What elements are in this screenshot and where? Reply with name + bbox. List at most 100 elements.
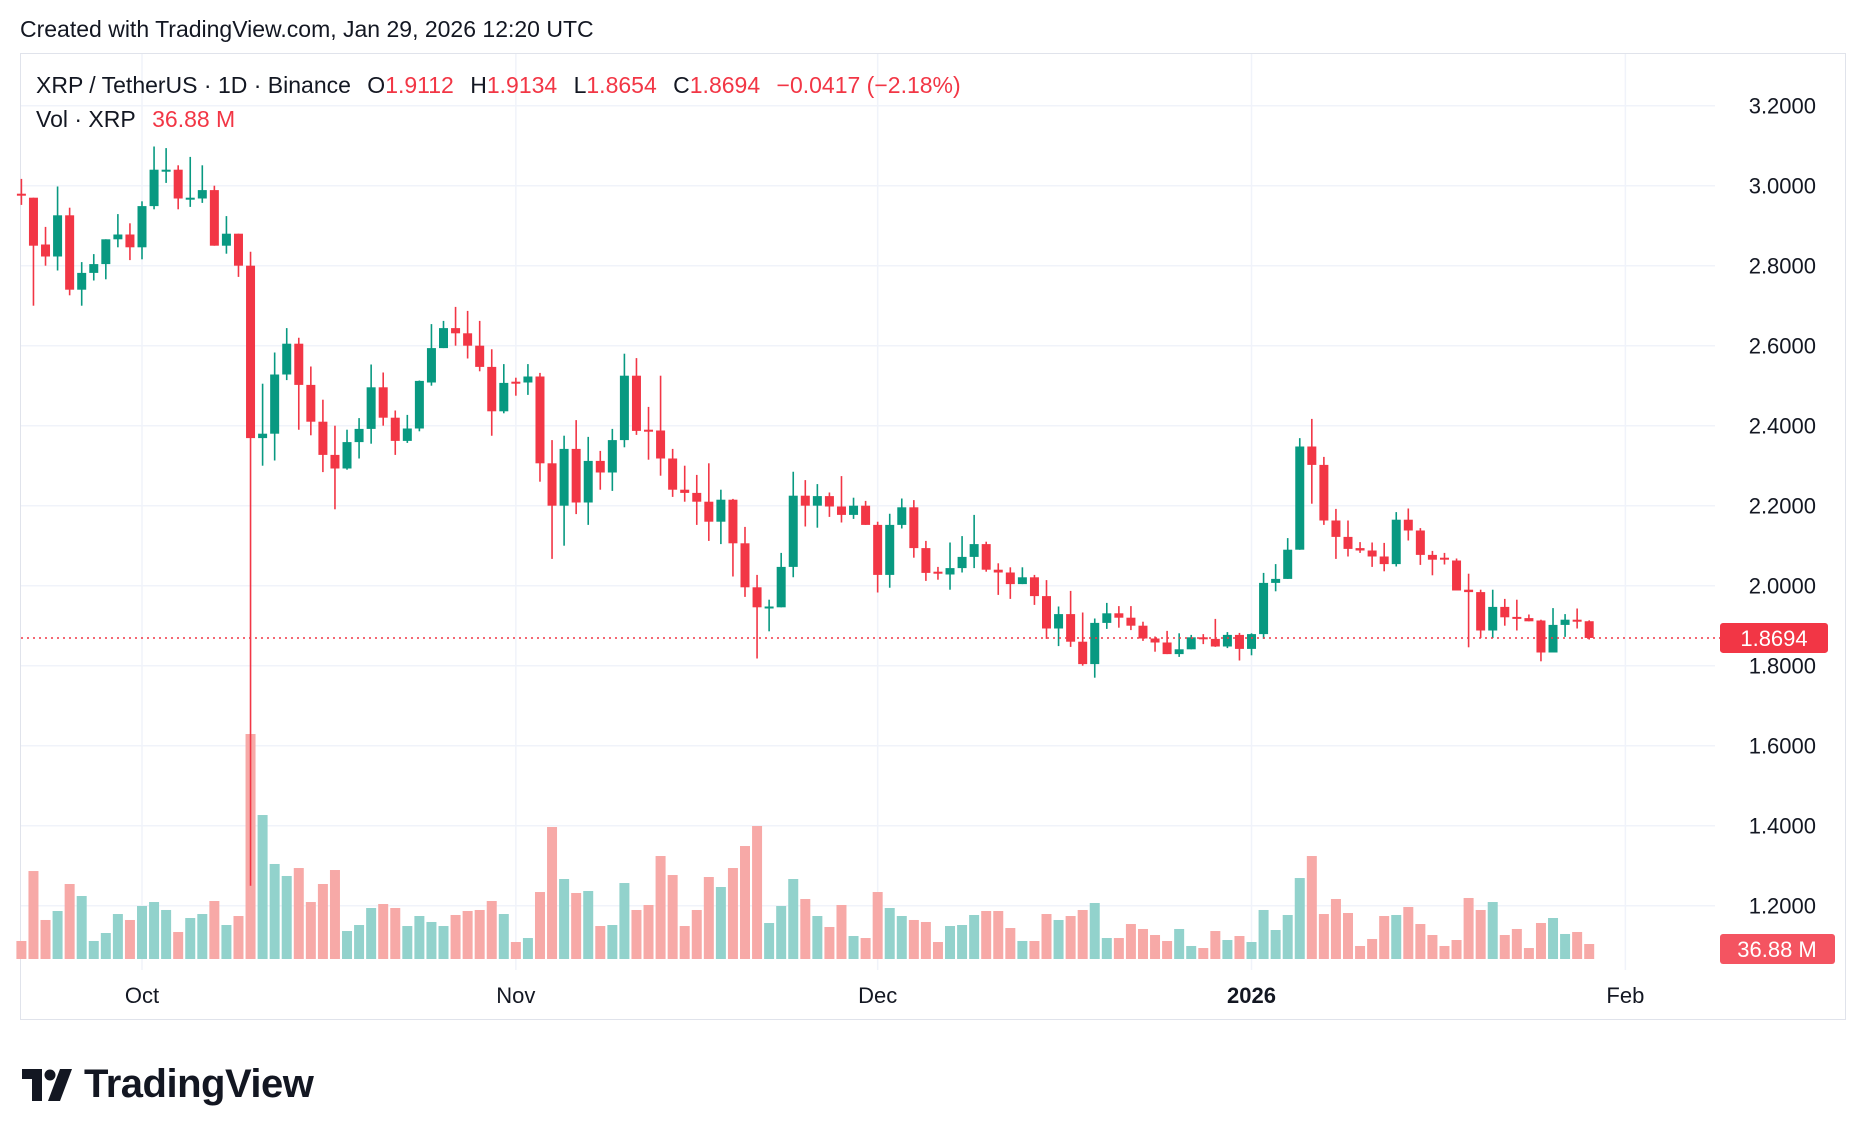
volume-bar	[329, 870, 340, 959]
symbol-title[interactable]: XRP / TetherUS · 1D · Binance	[36, 72, 351, 98]
volume-bar	[233, 916, 244, 959]
candle-body	[354, 428, 364, 443]
high-label: H	[470, 72, 487, 98]
candle-body	[1102, 613, 1112, 623]
volume-value: 36.88 M	[152, 106, 236, 132]
candle-body	[1222, 634, 1232, 647]
candle-body	[1572, 619, 1582, 622]
volume-bar	[426, 921, 437, 959]
candle-body	[1452, 560, 1462, 591]
time-tick-label: Nov	[496, 983, 535, 1008]
candle-body	[1234, 634, 1244, 649]
volume-bars	[16, 734, 1595, 959]
candle-body	[499, 382, 509, 412]
candle-body	[1476, 592, 1486, 631]
candle-body	[1126, 617, 1136, 626]
candle-body	[1560, 619, 1570, 625]
volume-bar	[342, 931, 353, 959]
candle-body	[1584, 621, 1594, 638]
last-price-badge-text: 1.8694	[1740, 626, 1807, 651]
candle-body	[77, 272, 87, 290]
candle-body	[824, 496, 834, 507]
low-value: 1.8654	[586, 72, 657, 98]
candle-body	[692, 492, 702, 502]
candle-body	[209, 190, 219, 246]
candle-body	[1536, 620, 1546, 653]
candle-body	[426, 348, 436, 383]
volume-bar	[1270, 930, 1281, 959]
candle-body	[957, 556, 967, 569]
volume-label[interactable]: Vol · XRP	[36, 106, 136, 132]
volume-bar	[1282, 914, 1293, 959]
candle-body	[451, 328, 461, 334]
volume-bar	[137, 906, 147, 959]
volume-bar	[715, 887, 726, 959]
candle-body	[1174, 649, 1184, 655]
volume-bar	[88, 940, 99, 959]
volume-bar	[1294, 878, 1305, 959]
candle-body	[776, 566, 786, 608]
candle-body	[1367, 550, 1377, 557]
candle-body	[101, 239, 111, 265]
volume-bar	[655, 856, 666, 959]
volume-bar	[945, 926, 956, 959]
candle-body	[788, 495, 798, 567]
candle-body	[221, 233, 231, 246]
volume-bar	[884, 907, 895, 959]
candle-body	[873, 524, 883, 575]
high-value: 1.9134	[486, 72, 558, 98]
volume-bar	[583, 890, 594, 959]
volume-bar	[1065, 916, 1076, 959]
candle-body	[752, 587, 762, 608]
candle-body	[1415, 530, 1425, 555]
volume-bar	[1077, 909, 1088, 959]
candle-body	[644, 429, 654, 432]
candle-body	[1343, 536, 1353, 549]
candle-body	[535, 376, 545, 464]
candle-body	[1307, 446, 1317, 465]
last-price-badge: 1.8694	[1720, 622, 1828, 653]
volume-bar	[631, 909, 642, 959]
price-tick-label: 3.2000	[1749, 94, 1816, 119]
candle-body	[1379, 556, 1389, 565]
volume-bar	[800, 899, 811, 959]
volume-bar	[197, 914, 208, 959]
volume-bar	[185, 918, 196, 959]
candle-body	[800, 495, 810, 506]
candle-body	[149, 169, 159, 207]
time-axis: Oct Nov Dec 2026 Feb	[125, 983, 1644, 1008]
open-value: 1.9112	[385, 72, 454, 98]
volume-bar	[1427, 935, 1438, 959]
volume-bar	[1137, 928, 1148, 959]
volume-bar	[1475, 909, 1486, 959]
volume-bar	[1415, 924, 1426, 959]
volume-bar	[1041, 914, 1052, 959]
candle-body	[246, 265, 256, 439]
volume-bar	[1029, 940, 1040, 959]
candle-body	[366, 387, 376, 429]
candle-body	[53, 215, 63, 257]
candle-body	[1210, 638, 1220, 647]
volume-bar	[679, 926, 690, 959]
close-label: C	[673, 72, 690, 98]
candle-body	[849, 505, 859, 515]
volume-bar	[64, 884, 75, 959]
volume-bar	[1306, 856, 1317, 959]
candle-body	[1271, 578, 1281, 583]
tradingview-logo[interactable]: TradingView	[22, 1062, 314, 1107]
candle-body	[993, 569, 1003, 573]
candle-body	[619, 375, 629, 441]
volume-bar	[402, 926, 413, 959]
candle-body	[197, 190, 207, 199]
candle-body	[378, 387, 388, 418]
candle-body	[1500, 606, 1510, 618]
volume-bar	[571, 892, 582, 959]
volume-bar	[305, 902, 316, 959]
tradingview-logo-text: TradingView	[84, 1062, 314, 1106]
volume-bar	[1053, 919, 1064, 959]
candle-body	[185, 197, 195, 200]
volume-bar	[257, 815, 268, 959]
candle-body	[414, 380, 424, 429]
close-value: 1.8694	[689, 72, 761, 98]
